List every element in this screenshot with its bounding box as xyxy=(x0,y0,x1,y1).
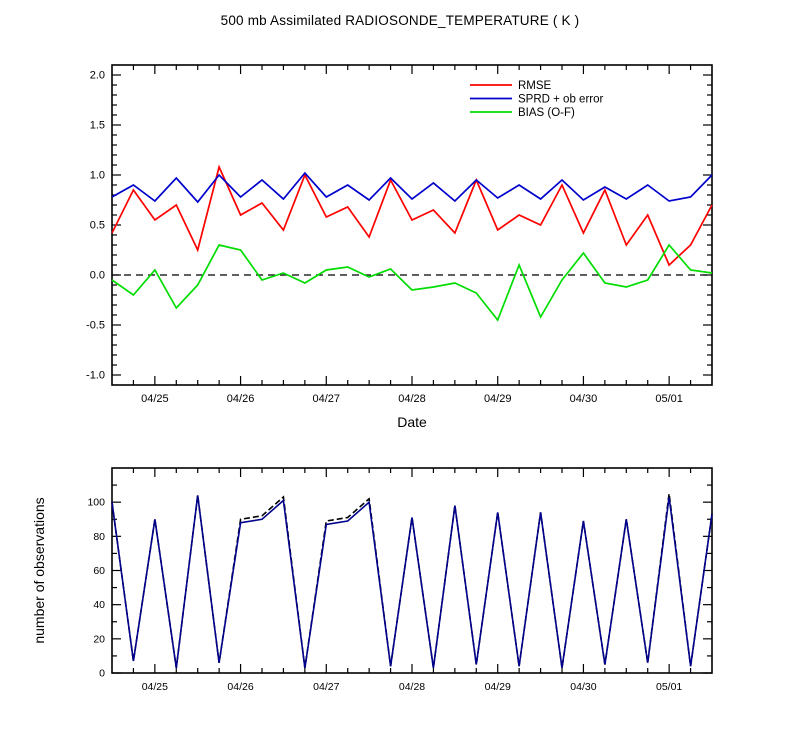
y-tick-label: -0.5 xyxy=(86,320,105,332)
x-tick-label: 04/26 xyxy=(227,681,253,693)
x-tick-label: 04/28 xyxy=(399,681,425,693)
y-tick-label: 80 xyxy=(93,531,105,543)
x-tick-label: 04/29 xyxy=(485,681,511,693)
legend-label: RMSE xyxy=(518,80,552,92)
series-line-bias-(o-f) xyxy=(111,243,713,322)
x-tick-label: 04/28 xyxy=(398,393,426,405)
series-line-rmse xyxy=(111,164,713,267)
legend-label: BIAS (O-F) xyxy=(518,107,575,119)
bottom-chart: 04/25 04/26 04/27 04/28 04/29 04/30 05/01 0 20 40… xyxy=(31,467,713,693)
x-tick-label: 05/01 xyxy=(656,681,682,693)
top-chart: 04/25 04/26 04/27 04/28 04/29 04/30 05/01 -1.0 -… xyxy=(86,64,713,430)
x-tick-label: 04/25 xyxy=(141,393,169,405)
y-tick-label: 1.0 xyxy=(90,170,105,182)
x-tick-label: 04/27 xyxy=(313,681,339,693)
axes xyxy=(111,467,713,674)
plot-border xyxy=(111,467,713,674)
x-tick-label: 05/01 xyxy=(655,393,683,405)
axis-labels: 04/25 04/26 04/27 04/28 04/29 04/30 05/01 -1.0 -… xyxy=(86,70,683,406)
x-axis-title: Date xyxy=(397,414,427,430)
axis-labels: 04/25 04/26 04/27 04/28 04/29 04/30 05/01 0 20 40… xyxy=(87,497,682,693)
x-tick-label: 04/25 xyxy=(142,681,168,693)
axes xyxy=(111,64,713,386)
y-tick-label: -1.0 xyxy=(86,370,105,382)
x-tick-label: 04/30 xyxy=(570,393,598,405)
series-group xyxy=(111,493,713,669)
y-tick-label: 0 xyxy=(99,668,105,680)
y-tick-label: 20 xyxy=(93,633,105,645)
chart-title: 500 mb Assimilated RADIOSONDE_TEMPERATUR… xyxy=(220,13,580,28)
y-tick-label: 40 xyxy=(93,599,105,611)
plot-border xyxy=(111,64,713,386)
y-tick-label: 100 xyxy=(87,497,105,509)
x-tick-label: 04/26 xyxy=(227,393,255,405)
legend-label: SPRD + ob error xyxy=(518,93,603,105)
y-tick-label: 0.5 xyxy=(90,220,105,232)
series-line-obs-solid xyxy=(111,495,713,669)
series-line-sprd-+-ob-error xyxy=(111,171,713,204)
y-tick-label: 0.0 xyxy=(90,270,105,282)
x-tick-label: 04/30 xyxy=(570,681,596,693)
y-tick-label: 2.0 xyxy=(90,70,105,82)
x-tick-label: 04/27 xyxy=(313,393,341,405)
y-axis-title: number of observations xyxy=(31,497,47,643)
y-tick-label: 1.5 xyxy=(90,120,105,132)
x-tick-label: 04/29 xyxy=(484,393,512,405)
series-group xyxy=(111,164,713,322)
y-tick-label: 60 xyxy=(93,565,105,577)
